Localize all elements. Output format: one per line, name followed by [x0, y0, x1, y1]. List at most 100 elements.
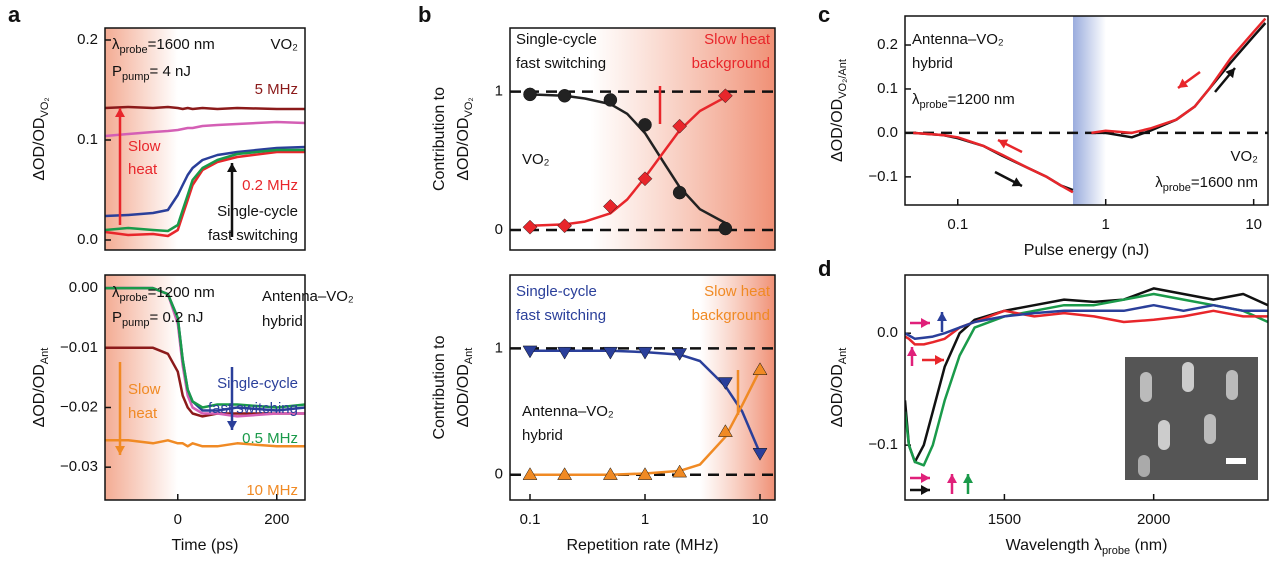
annotation: Antenna–VO₂ — [912, 31, 1004, 48]
panel-letter: a — [8, 2, 21, 27]
y-axis-label-part: ΔOD/OD — [31, 364, 48, 427]
annotation-part: hybrid — [262, 313, 303, 330]
arrow-head — [921, 473, 930, 483]
annotation-part: VO₂ — [271, 36, 299, 53]
annotation-part: = 0.2 nJ — [150, 309, 204, 326]
data-point — [558, 89, 571, 102]
annotation: Slow heat — [704, 31, 771, 48]
annotation: Slow — [128, 138, 161, 155]
panel-letter: d — [818, 256, 831, 281]
series-label: 0.5 MHz — [242, 430, 298, 447]
annotation-part: probe — [120, 44, 148, 56]
scale-bar — [1226, 458, 1246, 464]
y-axis-label-part: Ant — [837, 348, 849, 365]
series-label: 5 MHz — [255, 81, 298, 98]
annotation-part: probe — [920, 99, 948, 111]
x-axis-label: Time (ps) — [172, 537, 239, 554]
annotation-part: pump — [122, 71, 150, 83]
y-axis-label-part: VO₂/Ant — [837, 59, 849, 99]
annotation-part: = 4 nJ — [150, 63, 191, 80]
y-tick-label: 0.1 — [77, 131, 98, 148]
arrow-head — [227, 163, 237, 172]
y-axis-label-part: ΔOD/OD — [31, 118, 48, 181]
annotation-part: Slow heat — [704, 283, 771, 300]
data-point — [719, 222, 732, 235]
x-axis-label: Repetition rate (MHz) — [566, 537, 718, 554]
arrow-head — [227, 421, 237, 430]
annotation: hybrid — [522, 427, 563, 444]
arrow-head — [963, 474, 973, 483]
y-axis-label-part: Contribution to — [431, 87, 448, 191]
annotation: heat — [128, 161, 158, 178]
annotation-part: background — [692, 55, 770, 72]
y-axis-label-part: ΔOD/OD — [829, 99, 846, 162]
annotation-part: fast switching — [516, 307, 606, 324]
y-tick-label: 0.0 — [877, 124, 898, 141]
inset-particle — [1138, 455, 1150, 477]
y-tick-label: 0.1 — [877, 80, 898, 97]
annotation-part: probe — [120, 292, 148, 304]
x-tick-label: 10 — [752, 511, 769, 528]
inset-particle — [1204, 414, 1216, 444]
annotation: Slow heat — [704, 283, 771, 300]
annotation-part: =1200 nm — [148, 284, 215, 301]
arrow-head — [921, 318, 930, 328]
y-tick-label: 1 — [495, 339, 503, 356]
y-tick-label: −0.1 — [868, 168, 898, 185]
y-axis-label-part: ΔOD/OD — [455, 364, 472, 427]
y-axis-label: ΔOD/ODVO₂ — [455, 97, 475, 180]
annotation-part: Slow — [128, 138, 161, 155]
x-tick-label: 0 — [174, 511, 182, 528]
shaded-region — [1073, 16, 1106, 205]
y-axis-label-part: VO₂ — [463, 97, 475, 117]
annotation-part: background — [692, 307, 770, 324]
arrow-head — [937, 312, 947, 321]
x-tick-label: 200 — [264, 511, 289, 528]
arrow-head — [907, 347, 917, 356]
annotation: Slow — [128, 381, 161, 398]
annotation: Single-cycle — [516, 31, 597, 48]
y-tick-label: 0 — [495, 466, 503, 483]
annotation-part: Single-cycle — [217, 375, 298, 392]
arrow-head — [947, 474, 957, 483]
y-axis-label: ΔOD/ODAnt — [455, 348, 475, 428]
x-axis-label-part: Wavelength λ — [1006, 537, 1102, 554]
annotation: VO₂ — [271, 36, 299, 53]
sem-inset — [1125, 357, 1258, 480]
annotation: VO₂ — [1231, 148, 1259, 165]
y-tick-label: −0.01 — [60, 339, 98, 356]
page: a0.00.10.25 MHz0.2 MHzλprobe=1600 nmPpum… — [0, 0, 1274, 569]
annotation: Single-cycle — [516, 283, 597, 300]
y-tick-label: 0.2 — [877, 36, 898, 53]
annotation-part: Single-cycle — [516, 31, 597, 48]
y-axis-label: ΔOD/ODAnt — [829, 348, 849, 428]
annotation: fast switching — [516, 307, 606, 324]
x-tick-label: 10 — [1245, 216, 1262, 233]
annotation: Single-cycle — [217, 375, 298, 392]
annotation-part: Antenna–VO₂ — [522, 403, 614, 420]
annotation: λprobe=1600 nm — [1155, 174, 1258, 194]
data-point — [604, 93, 617, 106]
y-tick-label: 0.00 — [69, 279, 98, 296]
annotation-part: VO₂ — [1231, 148, 1259, 165]
y-axis-label-part: Ant — [463, 348, 475, 365]
x-axis-label-part: Repetition rate (MHz) — [566, 537, 718, 554]
panel-letter: c — [818, 2, 830, 27]
annotation-part: VO₂ — [522, 151, 550, 168]
annotation: fast switching — [516, 55, 606, 72]
annotation-part: Antenna–VO₂ — [262, 288, 354, 305]
y-tick-label: 0 — [495, 221, 503, 238]
annotation: heat — [128, 405, 158, 422]
annotation: Antenna–VO₂ — [262, 288, 354, 305]
x-axis-label-part: Time (ps) — [172, 537, 239, 554]
annotation-part: fast switching — [208, 400, 298, 417]
x-tick-label: 2000 — [1137, 511, 1170, 528]
x-axis-label-part: Pulse energy (nJ) — [1024, 242, 1149, 259]
data-point — [524, 88, 537, 101]
inset-particle — [1140, 372, 1152, 402]
annotation-part: hybrid — [912, 55, 953, 72]
y-tick-label: 0.0 — [77, 231, 98, 248]
y-tick-label: −0.1 — [868, 436, 898, 453]
x-axis-label: Pulse energy (nJ) — [1024, 242, 1149, 259]
x-tick-label: 1 — [1102, 216, 1110, 233]
